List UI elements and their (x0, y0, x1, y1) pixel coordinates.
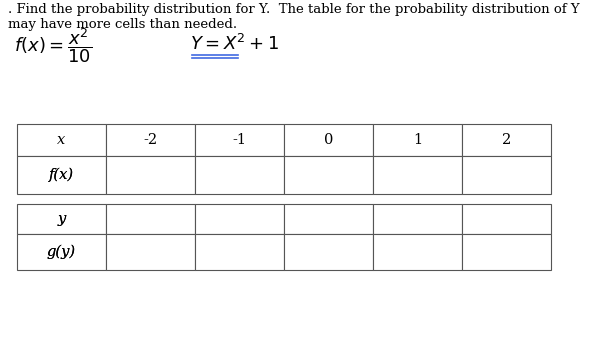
Text: 1: 1 (413, 133, 422, 147)
Bar (462, 204, 551, 234)
Bar (17, 234, 106, 270)
Bar (17, 204, 106, 234)
Bar (462, 124, 551, 156)
Bar (195, 234, 284, 270)
Bar (462, 156, 551, 194)
Text: -2: -2 (144, 133, 158, 147)
Bar (195, 124, 284, 156)
Bar (373, 156, 462, 194)
Text: y: y (57, 212, 66, 226)
Text: $f(x) = \dfrac{x^2}{10}$: $f(x) = \dfrac{x^2}{10}$ (14, 27, 92, 65)
Text: 2: 2 (502, 133, 511, 147)
Text: . Find the probability distribution for Y.  The table for the probability distri: . Find the probability distribution for … (8, 3, 580, 16)
Bar (17, 124, 106, 156)
Bar (462, 234, 551, 270)
Text: f(x): f(x) (49, 168, 74, 182)
Text: g(y): g(y) (47, 245, 76, 259)
Bar (373, 234, 462, 270)
Bar (106, 204, 195, 234)
Bar (373, 124, 462, 156)
Bar (284, 234, 373, 270)
Bar (106, 234, 195, 270)
Bar (284, 204, 373, 234)
Text: g(y): g(y) (47, 245, 76, 259)
Bar (284, 124, 373, 156)
Text: 0: 0 (324, 133, 333, 147)
Text: y: y (57, 212, 66, 226)
Bar (195, 156, 284, 194)
Bar (373, 204, 462, 234)
Text: x: x (57, 133, 66, 147)
Bar (195, 204, 284, 234)
Bar (284, 156, 373, 194)
Text: -1: -1 (232, 133, 246, 147)
Text: $Y = X^2 + 1$: $Y = X^2 + 1$ (190, 34, 279, 54)
Bar (106, 156, 195, 194)
Bar (106, 124, 195, 156)
Text: may have more cells than needed.: may have more cells than needed. (8, 18, 237, 31)
Text: f(x): f(x) (49, 168, 74, 182)
Bar (17, 156, 106, 194)
